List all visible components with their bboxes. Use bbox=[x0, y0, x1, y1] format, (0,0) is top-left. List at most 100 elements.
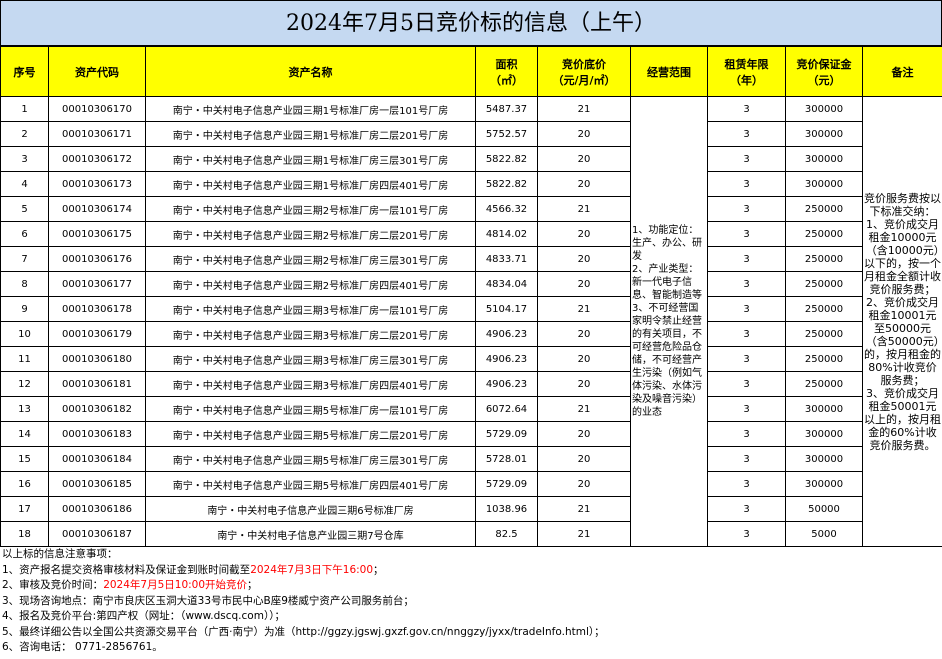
header-text: 面积 bbox=[495, 57, 518, 71]
cell: 1 bbox=[0, 96, 49, 122]
cell: 12 bbox=[0, 371, 49, 397]
note-text: 1、资产报名提交资格审核材料及保证金到账时间截至 bbox=[2, 563, 251, 576]
cell: 10 bbox=[0, 321, 49, 347]
cell: 3 bbox=[707, 471, 786, 497]
cell: 00010306174 bbox=[48, 196, 146, 222]
scope-text: 1、功能定位：生产、办公、研发 bbox=[632, 225, 702, 262]
cell: 00010306172 bbox=[48, 146, 146, 172]
header-text: 经营范围 bbox=[647, 65, 691, 79]
note-line: 6、咨询电话： 0771-2856761。 bbox=[2, 640, 942, 656]
table: 序号 资产代码 资产名称 面积 （㎡） 竞价底价 （元/月/㎡） 经营范围 租赁年限 （年） 竞价保… bbox=[0, 46, 942, 547]
cell: 南宁・中关村电子信息产业园三期5号标准厂房一层101号厂房 bbox=[145, 396, 476, 422]
cell: 15 bbox=[0, 446, 49, 472]
header-text: （年） bbox=[730, 73, 763, 87]
note-line: 5、最终详细公告以全国公共资源交易平台（广西·南宁）为准（http://ggzy… bbox=[2, 625, 942, 641]
header-cell: 竞价底价 （元/月/㎡） bbox=[537, 46, 631, 97]
row: 12 00010306181 南宁・中关村电子信息产业园三期3号标准厂房四层401号… bbox=[0, 371, 942, 397]
row: 4 00010306173 南宁・中关村电子信息产业园三期1号标准厂房四层401号厂… bbox=[0, 171, 942, 197]
cell: 250000 bbox=[785, 196, 863, 222]
cell: 4566.32 bbox=[475, 196, 538, 222]
cell: 5729.09 bbox=[475, 421, 538, 447]
cell: 13 bbox=[0, 396, 49, 422]
note-text: 2、审核及竞价时间： bbox=[2, 579, 104, 591]
cell: 7 bbox=[0, 246, 49, 272]
cell: 南宁・中关村电子信息产业园三期2号标准厂房一层101号厂房 bbox=[145, 196, 476, 222]
note-text: ； bbox=[373, 563, 384, 576]
cell: 00010306179 bbox=[48, 321, 146, 347]
cell: 3 bbox=[707, 321, 786, 347]
cell: 250000 bbox=[785, 221, 863, 247]
cell: 21 bbox=[537, 96, 631, 122]
cell: 3 bbox=[707, 296, 786, 322]
header-row: 序号 资产代码 资产名称 面积 （㎡） 竞价底价 （元/月/㎡） 经营范围 租赁年限 （年） 竞价保… bbox=[0, 46, 942, 97]
cell: 南宁・中关村电子信息产业园三期3号标准厂房四层401号厂房 bbox=[145, 371, 476, 397]
cell: 00010306184 bbox=[48, 446, 146, 472]
cell: 5822.82 bbox=[475, 171, 538, 197]
cell: 250000 bbox=[785, 271, 863, 297]
row: 2 00010306171 南宁・中关村电子信息产业园三期1号标准厂房二层201号厂… bbox=[0, 121, 942, 147]
note-text: ； bbox=[247, 579, 258, 591]
cell: 4834.04 bbox=[475, 271, 538, 297]
header-cell: 经营范围 bbox=[630, 46, 708, 97]
cell: 17 bbox=[0, 496, 49, 522]
cell: 8 bbox=[0, 271, 49, 297]
cell: 3 bbox=[707, 146, 786, 172]
cell: 3 bbox=[0, 146, 49, 172]
cell: 5728.01 bbox=[475, 446, 538, 472]
cell: 南宁・中关村电子信息产业园三期2号标准厂房三层301号厂房 bbox=[145, 246, 476, 272]
cell: 3 bbox=[707, 196, 786, 222]
row: 15 00010306184 南宁・中关村电子信息产业园三期5号标准厂房三层301号… bbox=[0, 446, 942, 472]
header-text: 资产名称 bbox=[288, 65, 333, 79]
row: 7 00010306176 南宁・中关村电子信息产业园三期2号标准厂房三层301号厂… bbox=[0, 246, 942, 272]
cell: 300000 bbox=[785, 146, 863, 172]
cell: 南宁・中关村电子信息产业园三期2号标准厂房四层401号厂房 bbox=[145, 271, 476, 297]
cell: 南宁・中关村电子信息产业园三期5号标准厂房三层301号厂房 bbox=[145, 446, 476, 472]
cell: 00010306173 bbox=[48, 171, 146, 197]
cell: 2 bbox=[0, 121, 49, 147]
row: 11 00010306180 南宁・中关村电子信息产业园三期3号标准厂房三层301号… bbox=[0, 346, 942, 372]
remarks-text: 1、竞价成交月租金10000元（含10000元）以下的，按一个月租金全额计收竞价… bbox=[864, 217, 941, 296]
cell: 00010306178 bbox=[48, 296, 146, 322]
scope-text: 2、产业类型：新一代电子信息、智能制造等 bbox=[632, 264, 702, 301]
note-line: 4、报名及竞价平台:第四产权（网址：（www.dscq.com））； bbox=[2, 609, 942, 625]
cell: 00010306175 bbox=[48, 221, 146, 247]
cell: 3 bbox=[707, 246, 786, 272]
cell: 南宁・中关村电子信息产业园三期3号标准厂房二层201号厂房 bbox=[145, 321, 476, 347]
row: 6 00010306175 南宁・中关村电子信息产业园三期2号标准厂房二层201号厂… bbox=[0, 221, 942, 247]
cell: 82.5 bbox=[475, 521, 538, 547]
note-text: 2024年7月3日下午16:00 bbox=[250, 563, 374, 576]
cell: 21 bbox=[537, 521, 631, 547]
header-text: （㎡） bbox=[490, 73, 523, 87]
cell: 250000 bbox=[785, 321, 863, 347]
cell: 00010306182 bbox=[48, 396, 146, 422]
cell: 5000 bbox=[785, 521, 863, 547]
remarks-cell: 竞价服务费按以下标准交纳： 1、竞价成交月租金10000元（含10000元）以下的… bbox=[862, 96, 942, 547]
cell: 3 bbox=[707, 96, 786, 122]
cell: 00010306170 bbox=[48, 96, 146, 122]
cell: 00010306187 bbox=[48, 521, 146, 547]
cell: 20 bbox=[537, 371, 631, 397]
note-line: 2、审核及竞价时间：2024年7月5日10:00开始竞价； bbox=[2, 578, 942, 594]
cell: 4 bbox=[0, 171, 49, 197]
cell: 21 bbox=[537, 196, 631, 222]
cell: 300000 bbox=[785, 421, 863, 447]
note-line: 1、资产报名提交资格审核材料及保证金到账时间截至2024年7月3日下午16:00… bbox=[2, 563, 942, 579]
cell: 3 bbox=[707, 396, 786, 422]
row: 16 00010306185 南宁・中关村电子信息产业园三期5号标准厂房四层401号… bbox=[0, 471, 942, 497]
note-text: 6、咨询电话： 0771-2856761。 bbox=[2, 641, 163, 653]
cell: 300000 bbox=[785, 446, 863, 472]
notes-heading: 以上标的信息注意事项： bbox=[2, 548, 118, 560]
cell: 250000 bbox=[785, 346, 863, 372]
cell: 9 bbox=[0, 296, 49, 322]
cell: 14 bbox=[0, 421, 49, 447]
cell: 00010306186 bbox=[48, 496, 146, 522]
cell: 6 bbox=[0, 221, 49, 247]
cell: 20 bbox=[537, 146, 631, 172]
row: 5 00010306174 南宁・中关村电子信息产业园三期2号标准厂房一层101号厂… bbox=[0, 196, 942, 222]
cell: 21 bbox=[537, 496, 631, 522]
row: 18 00010306187 南宁・中关村电子信息产业园三期7号仓库 82.5 21 3 5… bbox=[0, 521, 942, 547]
cell: 南宁・中关村电子信息产业园三期1号标准厂房二层201号厂房 bbox=[145, 121, 476, 147]
cell: 250000 bbox=[785, 371, 863, 397]
note-text: 5、最终详细公告以全国公共资源交易平台（广西·南宁）为准（http://ggzy… bbox=[2, 625, 605, 638]
